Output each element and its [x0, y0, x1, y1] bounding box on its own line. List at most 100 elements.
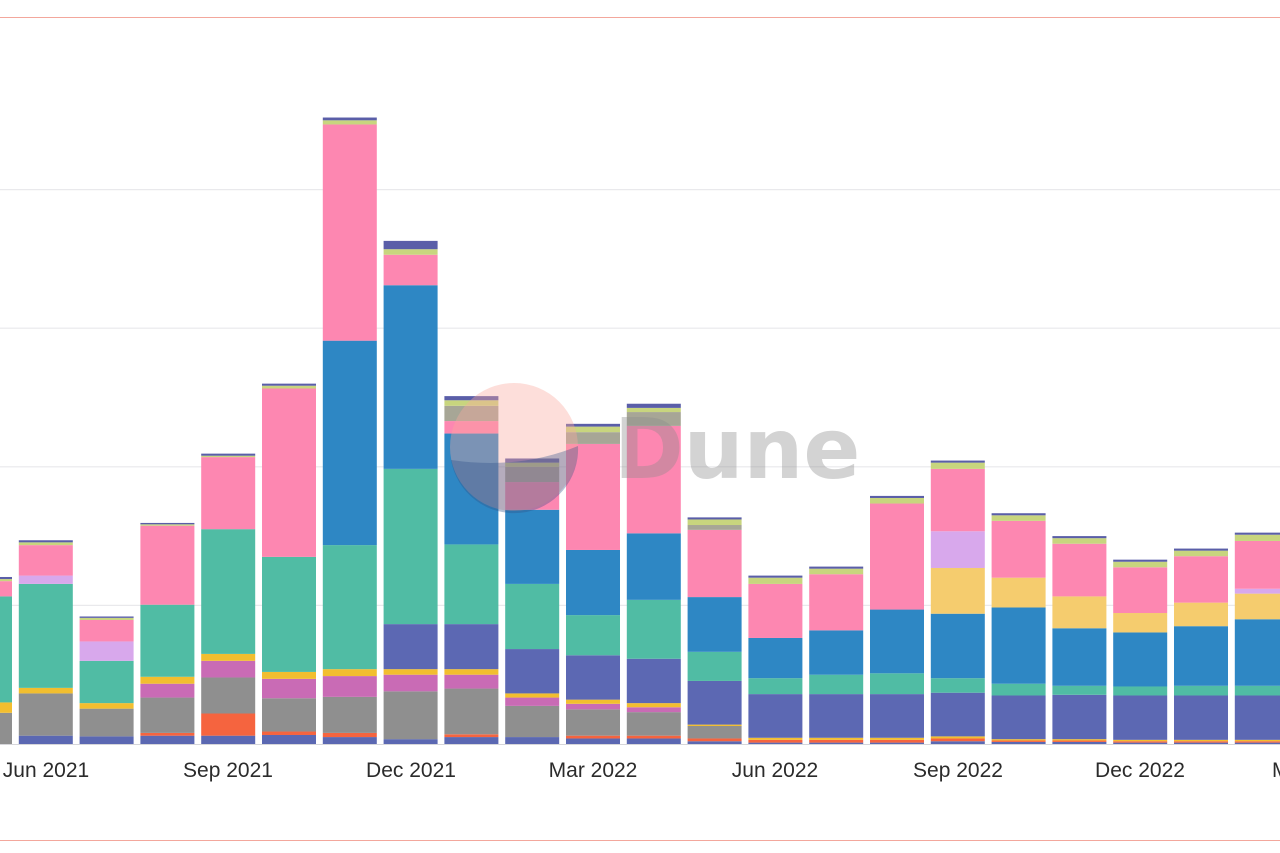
bar-segment[interactable]: [1052, 685, 1107, 695]
bar-segment[interactable]: [566, 738, 620, 744]
bar-segment[interactable]: [322, 124, 377, 341]
bar-segment[interactable]: [0, 579, 12, 582]
bar-segment[interactable]: [140, 732, 195, 736]
bar-segment[interactable]: [1174, 548, 1228, 551]
bar-segment[interactable]: [1052, 628, 1107, 686]
bar-segment[interactable]: [322, 732, 377, 738]
bar-segment[interactable]: [809, 694, 864, 738]
bar-segment[interactable]: [1113, 739, 1168, 742]
bar-segment[interactable]: [140, 522, 195, 525]
bar-segment[interactable]: [1113, 613, 1168, 633]
bar-segment[interactable]: [383, 285, 438, 469]
bar-segment[interactable]: [809, 742, 864, 744]
bar-segment[interactable]: [444, 544, 499, 625]
bar-segment[interactable]: [1052, 740, 1107, 742]
bar-segment[interactable]: [1234, 534, 1280, 541]
bar-segment[interactable]: [626, 712, 681, 736]
bar-segment[interactable]: [687, 597, 742, 652]
bar-segment[interactable]: [1234, 588, 1280, 594]
bar-segment[interactable]: [262, 698, 316, 732]
bar-segment[interactable]: [79, 619, 134, 642]
bar-segment[interactable]: [626, 412, 681, 426]
bar-segment[interactable]: [383, 691, 438, 740]
bar-segment[interactable]: [870, 739, 924, 743]
bar-segment[interactable]: [566, 735, 620, 739]
bar-segment[interactable]: [505, 705, 560, 738]
bar-segment[interactable]: [18, 545, 73, 576]
bar-segment[interactable]: [262, 671, 316, 679]
bar-segment[interactable]: [566, 699, 620, 704]
bar-segment[interactable]: [687, 519, 742, 526]
bar-segment[interactable]: [566, 426, 620, 433]
bar-segment[interactable]: [748, 739, 803, 743]
bar-segment[interactable]: [262, 731, 316, 735]
bar-segment[interactable]: [991, 515, 1046, 521]
bar-segment[interactable]: [1052, 739, 1107, 741]
bar-segment[interactable]: [444, 433, 499, 545]
bar-segment[interactable]: [79, 616, 134, 618]
bar-segment[interactable]: [687, 529, 742, 598]
bar-segment[interactable]: [0, 581, 12, 597]
bar-segment[interactable]: [1174, 742, 1228, 744]
bar-segment[interactable]: [18, 693, 73, 736]
bar-segment[interactable]: [79, 703, 134, 709]
bar-segment[interactable]: [505, 697, 560, 706]
bar-segment[interactable]: [140, 683, 195, 698]
bar-segment[interactable]: [930, 462, 985, 469]
bar-stack-2022-06[interactable]: [748, 575, 803, 744]
bar-segment[interactable]: [383, 674, 438, 692]
bar-segment[interactable]: [870, 694, 924, 738]
bar-segment[interactable]: [322, 120, 377, 125]
bar-segment[interactable]: [991, 607, 1046, 684]
bar-segment[interactable]: [687, 680, 742, 725]
bar-segment[interactable]: [870, 673, 924, 695]
bar-segment[interactable]: [991, 739, 1046, 741]
bar-segment[interactable]: [505, 649, 560, 694]
bar-segment[interactable]: [383, 669, 438, 675]
bar-segment[interactable]: [505, 509, 560, 584]
bar-segment[interactable]: [0, 712, 12, 744]
bar-segment[interactable]: [930, 460, 985, 463]
bar-segment[interactable]: [809, 739, 864, 743]
bar-segment[interactable]: [748, 742, 803, 744]
bar-segment[interactable]: [991, 683, 1046, 696]
bar-segment[interactable]: [444, 396, 499, 401]
bar-segment[interactable]: [322, 696, 377, 733]
bar-segment[interactable]: [1174, 739, 1228, 742]
bar-segment[interactable]: [201, 457, 256, 530]
bar-segment[interactable]: [1174, 626, 1228, 686]
bar-segment[interactable]: [79, 617, 134, 620]
bar-segment[interactable]: [930, 678, 985, 693]
bar-segment[interactable]: [809, 630, 864, 675]
bar-stack-2022-09[interactable]: [930, 460, 985, 744]
bar-segment[interactable]: [748, 583, 803, 638]
bar-segment[interactable]: [1113, 567, 1168, 614]
bar-stack-2021-11[interactable]: [322, 117, 377, 744]
bar-segment[interactable]: [809, 574, 864, 631]
bar-segment[interactable]: [870, 742, 924, 744]
bar-segment[interactable]: [566, 709, 620, 736]
bar-segment[interactable]: [79, 660, 134, 704]
bar-segment[interactable]: [79, 736, 134, 744]
bar-segment[interactable]: [1234, 619, 1280, 686]
bar-segment[interactable]: [566, 549, 620, 616]
bar-segment[interactable]: [444, 421, 499, 434]
bar-segment[interactable]: [505, 482, 560, 510]
bar-segment[interactable]: [201, 455, 256, 458]
bar-stack-2021-07[interactable]: [79, 616, 134, 744]
bar-segment[interactable]: [140, 524, 195, 526]
bar-segment[interactable]: [383, 739, 438, 744]
bar-segment[interactable]: [566, 432, 620, 444]
bar-segment[interactable]: [1052, 538, 1107, 544]
bar-segment[interactable]: [991, 520, 1046, 578]
bar-segment[interactable]: [444, 737, 499, 744]
bar-segment[interactable]: [18, 735, 73, 744]
bar-segment[interactable]: [201, 453, 256, 456]
bar-segment[interactable]: [1234, 739, 1280, 742]
bar-segment[interactable]: [1174, 685, 1228, 696]
bar-segment[interactable]: [383, 249, 438, 255]
bar-segment[interactable]: [1052, 536, 1107, 539]
bar-segment[interactable]: [566, 615, 620, 656]
bar-segment[interactable]: [687, 741, 742, 744]
bar-segment[interactable]: [809, 674, 864, 695]
